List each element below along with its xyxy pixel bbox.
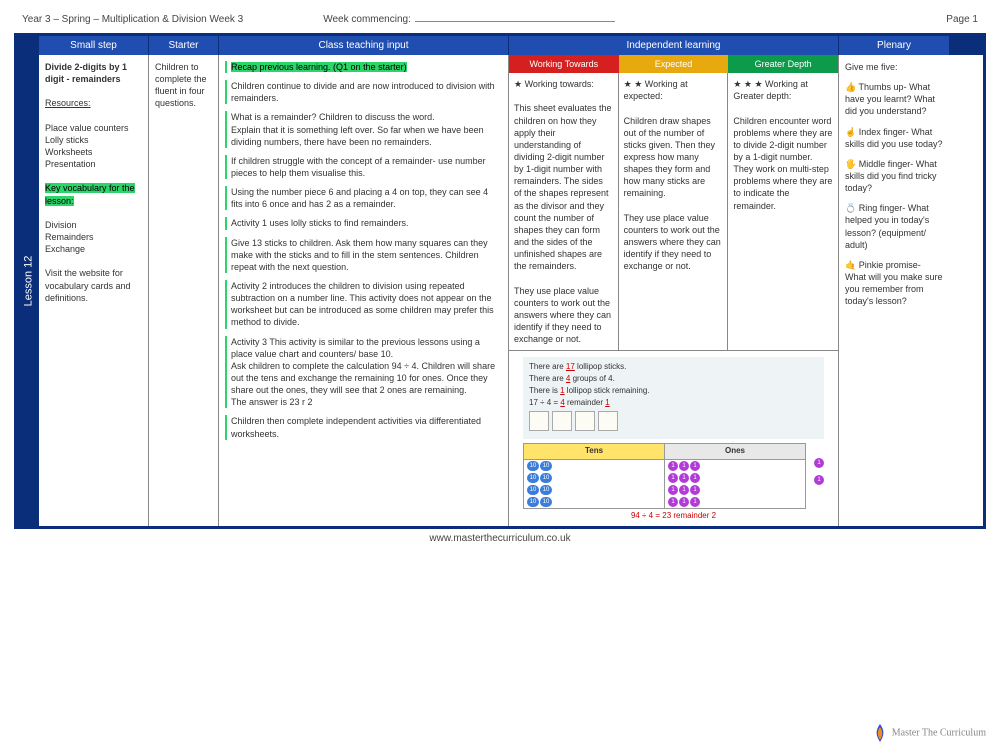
- teaching-para: Children continue to divide and are now …: [225, 80, 502, 104]
- plenary-item: 💍 Ring finger- What helped you in today'…: [845, 202, 943, 251]
- header-expected: Expected: [619, 55, 729, 73]
- col-plenary: Plenary: [839, 36, 949, 55]
- resource-item: Lolly sticks: [45, 134, 142, 146]
- teaching-para: Give 13 sticks to children. Ask them how…: [225, 237, 502, 273]
- week-commencing: Week commencing:: [323, 14, 615, 25]
- flame-icon: [871, 722, 889, 744]
- vocab-item: Remainders: [45, 231, 142, 243]
- course-title: Year 3 – Spring – Multiplication & Divis…: [22, 14, 243, 25]
- col-teaching: Class teaching input: [219, 36, 509, 55]
- resource-item: Presentation: [45, 158, 142, 170]
- lesson-frame: Lesson 12 Small step Starter Class teach…: [14, 33, 986, 529]
- teaching-para: What is a remainder? Children to discuss…: [225, 111, 502, 147]
- resource-item: Place value counters: [45, 122, 142, 134]
- vocab-item: Exchange: [45, 243, 142, 255]
- plenary-item: 🖐 Middle finger- What skills did you fin…: [845, 158, 943, 194]
- independent-cell: Working Towards Expected Greater Depth ★…: [509, 55, 839, 526]
- col-independent: Independent learning: [509, 36, 839, 55]
- resource-item: Worksheets: [45, 146, 142, 158]
- vocab-item: Division: [45, 219, 142, 231]
- col-small-step: Small step: [39, 36, 149, 55]
- lesson-number-tab: Lesson 12: [17, 36, 39, 526]
- page-header: Year 3 – Spring – Multiplication & Divis…: [14, 10, 986, 33]
- teaching-para: Activity 2 introduces the children to di…: [225, 280, 502, 329]
- key-vocab-label: Key vocabulary for the lesson:: [45, 183, 135, 205]
- column-headers: Small step Starter Class teaching input …: [39, 36, 983, 55]
- vocab-note: Visit the website for vocabulary cards a…: [45, 267, 142, 303]
- teaching-para: Activity 3 This activity is similar to t…: [225, 336, 502, 409]
- gd-body: ★ ★ ★ Working at Greater depth: Children…: [728, 73, 838, 350]
- example-answer: 94 ÷ 4 = 23 remainder 2: [523, 511, 824, 522]
- ex-body: ★ ★ Working at expected: Children draw s…: [619, 73, 729, 350]
- wt-body: ★ Working towards: This sheet evaluates …: [509, 73, 619, 350]
- small-step-cell: Divide 2-digits by 1 digit - remainders …: [39, 55, 149, 526]
- worked-example: There are 17 lollipop sticks. There are …: [509, 350, 838, 526]
- teaching-para: Using the number piece 6 and placing a 4…: [225, 186, 502, 210]
- footer-url: www.masterthecurriculum.co.uk: [14, 533, 986, 544]
- starter-cell: Children to complete the fluent in four …: [149, 55, 219, 526]
- plenary-item: ☝ Index finger- What skills did you use …: [845, 126, 943, 150]
- teaching-para: Children then complete independent activ…: [225, 415, 502, 439]
- recap-highlight: Recap previous learning. (Q1 on the star…: [231, 62, 407, 72]
- brand-logo: Master The Curriculum: [871, 722, 986, 744]
- resources-label: Resources:: [45, 97, 142, 109]
- col-starter: Starter: [149, 36, 219, 55]
- page-number: Page 1: [946, 14, 978, 25]
- plenary-cell: Give me five: 👍 Thumbs up- What have you…: [839, 55, 949, 526]
- header-greater-depth: Greater Depth: [728, 55, 838, 73]
- plenary-item: 🤙 Pinkie promise- What will you make sur…: [845, 259, 943, 308]
- header-working-towards: Working Towards: [509, 55, 619, 73]
- plenary-item: 👍 Thumbs up- What have you learnt? What …: [845, 81, 943, 117]
- teaching-cell: Recap previous learning. (Q1 on the star…: [219, 55, 509, 526]
- teaching-para: If children struggle with the concept of…: [225, 155, 502, 179]
- lesson-title: Divide 2-digits by 1 digit - remainders: [45, 62, 127, 84]
- teaching-para: Activity 1 uses lolly sticks to find rem…: [225, 217, 502, 229]
